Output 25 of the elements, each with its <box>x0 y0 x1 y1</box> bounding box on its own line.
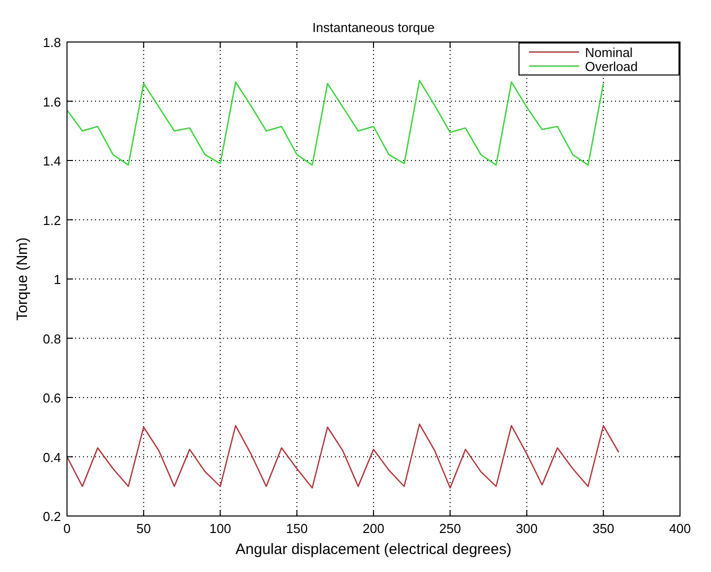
legend-label: Overload <box>585 59 638 74</box>
x-tick-label: 250 <box>439 521 461 536</box>
chart-title: Instantaneous torque <box>312 20 435 35</box>
y-tick-label: 1.6 <box>42 94 61 110</box>
y-tick-label: 0.6 <box>42 390 61 406</box>
y-tick-label: 1.8 <box>42 35 61 50</box>
x-tick-label: 300 <box>516 521 538 536</box>
y-axis-title: Torque (Nm) <box>14 237 31 321</box>
legend-label: Nominal <box>585 45 633 60</box>
y-tick-label: 1 <box>54 272 61 287</box>
y-tick-label: 1.4 <box>42 154 61 168</box>
x-axis-title: Angular displacement (electrical degrees) <box>236 541 512 558</box>
x-tick-label: 400 <box>669 521 691 536</box>
x-tick-label: 350 <box>592 521 614 536</box>
y-tick-label: 0.8 <box>42 331 61 346</box>
line-series <box>66 80 604 166</box>
y-tick-label: 1.2 <box>42 212 61 228</box>
y-tick-label: 0.2 <box>42 509 61 524</box>
x-tick-label: 100 <box>209 521 232 536</box>
x-tick-label: 200 <box>362 521 384 536</box>
y-tick-label: 0.4 <box>42 450 61 465</box>
line-series <box>66 424 620 488</box>
x-tick-label: 0 <box>63 521 71 536</box>
x-tick-label: 50 <box>136 521 151 536</box>
x-tick-label: 150 <box>286 521 308 536</box>
